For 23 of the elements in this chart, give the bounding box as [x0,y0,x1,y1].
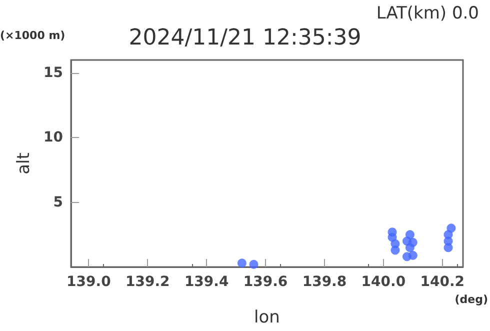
chart-title: 2024/11/21 12:35:39 [128,26,362,50]
point [405,230,414,240]
x-tick-label: 139.4 [184,274,229,290]
y-tick-label: 10 [44,130,64,146]
point [388,228,397,237]
y-axis-title: alt [14,152,34,174]
point [408,238,418,247]
x-tick-label: 139.0 [66,274,112,290]
x-tick-label: 139.2 [125,274,170,290]
x-tick-label: 139.8 [302,274,347,290]
x-tick-label: 140.2 [420,274,465,290]
y-tick-label: 15 [44,64,63,81]
chart-subtitle: LAT(km) 0.0 [376,4,480,24]
point [408,250,418,260]
x-axis-title: lon [254,308,280,328]
x-tick-label: 140.0 [361,274,406,290]
text: (×1000 m) [0,29,66,42]
x-tick-label: 139.6 [243,274,288,290]
point [446,224,456,233]
text: (deg) [454,293,488,306]
point [237,258,246,268]
y-tick-label: 5 [53,194,63,210]
point [249,260,258,269]
